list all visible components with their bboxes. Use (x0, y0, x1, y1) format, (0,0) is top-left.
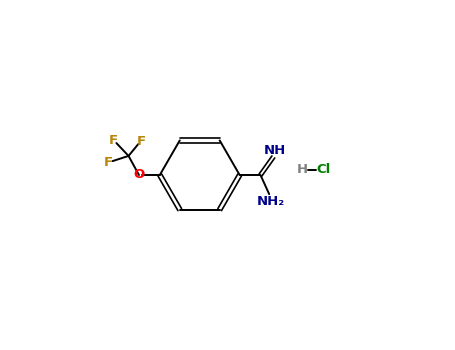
Text: F: F (108, 134, 117, 147)
Text: F: F (104, 156, 113, 169)
Text: O: O (133, 168, 145, 182)
Text: F: F (137, 135, 147, 148)
Text: NH: NH (264, 144, 286, 157)
Text: H: H (297, 163, 308, 176)
Text: NH₂: NH₂ (257, 195, 285, 208)
Text: Cl: Cl (317, 163, 331, 176)
